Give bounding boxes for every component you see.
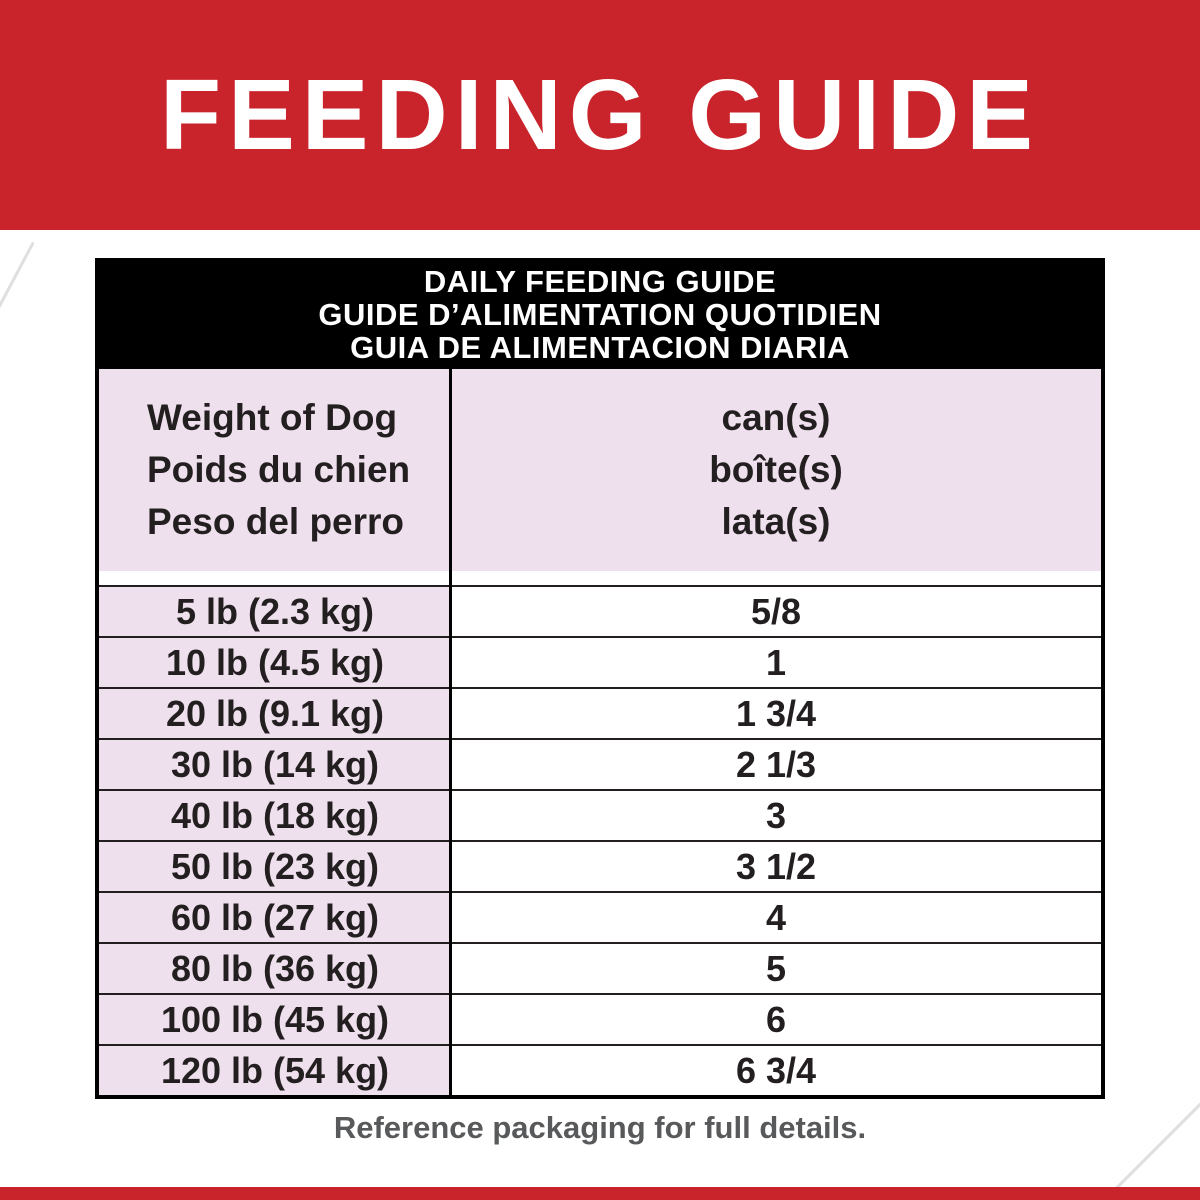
daily-feeding-table: DAILY FEEDING GUIDE GUIDE D’ALIMENTATION… xyxy=(95,258,1105,1099)
header-body-gap xyxy=(99,571,1101,585)
table-row: 30 lb (14 kg) 2 1/3 xyxy=(99,738,1101,789)
weight-column-header: Weight of Dog Poids du chien Peso del pe… xyxy=(99,369,451,571)
cans-cell: 2 1/3 xyxy=(451,740,1101,789)
cans-cell: 1 xyxy=(451,638,1101,687)
table-row: 100 lb (45 kg) 6 xyxy=(99,993,1101,1044)
cans-cell: 1 3/4 xyxy=(451,689,1101,738)
weight-header-en: Weight of Dog xyxy=(147,397,398,438)
table-rows: 5 lb (2.3 kg) 5/8 10 lb (4.5 kg) 1 20 lb (9.… xyxy=(99,585,1101,1095)
cans-cell: 3 xyxy=(451,791,1101,840)
table-row: 20 lb (9.1 kg) 1 3/4 xyxy=(99,687,1101,738)
cans-cell: 6 3/4 xyxy=(451,1046,1101,1095)
cans-column-header: can(s) boîte(s) lata(s) xyxy=(451,369,1101,571)
weight-cell: 30 lb (14 kg) xyxy=(99,740,451,789)
cans-cell: 3 1/2 xyxy=(451,842,1101,891)
table-title-line-en: DAILY FEEDING GUIDE xyxy=(423,264,777,299)
cans-cell: 6 xyxy=(451,995,1101,1044)
cans-cell: 4 xyxy=(451,893,1101,942)
weight-cell: 20 lb (9.1 kg) xyxy=(99,689,451,738)
cans-header-en: can(s) xyxy=(721,397,831,438)
weight-header-es: Peso del perro xyxy=(147,501,405,542)
cans-header-es: lata(s) xyxy=(721,501,831,542)
weight-cell: 50 lb (23 kg) xyxy=(99,842,451,891)
weight-cell: 80 lb (36 kg) xyxy=(99,944,451,993)
weight-cell: 100 lb (45 kg) xyxy=(99,995,451,1044)
weight-cell: 10 lb (4.5 kg) xyxy=(99,638,451,687)
table-row: 80 lb (36 kg) 5 xyxy=(99,942,1101,993)
table-body: Weight of Dog Poids du chien Peso del pe… xyxy=(99,369,1101,1095)
footnote: Reference packaging for full details. xyxy=(333,1110,867,1145)
cans-header-fr: boîte(s) xyxy=(709,449,843,490)
table-title-line-es: GUIA DE ALIMENTACION DIARIA xyxy=(350,330,850,365)
table-row: 5 lb (2.3 kg) 5/8 xyxy=(99,585,1101,636)
table-row: 60 lb (27 kg) 4 xyxy=(99,891,1101,942)
weight-cell: 120 lb (54 kg) xyxy=(99,1046,451,1095)
column-divider xyxy=(449,369,452,1095)
weight-cell: 5 lb (2.3 kg) xyxy=(99,587,451,636)
table-title: DAILY FEEDING GUIDE GUIDE D’ALIMENTATION… xyxy=(99,262,1101,369)
cans-cell: 5 xyxy=(451,944,1101,993)
decorative-diagonal-top-left xyxy=(0,241,35,341)
page-title: FEEDING GUIDE xyxy=(160,58,1040,171)
feeding-guide-banner: FEEDING GUIDE xyxy=(0,0,1200,230)
table-title-line-fr: GUIDE D’ALIMENTATION QUOTIDIEN xyxy=(318,297,882,332)
table-row: 120 lb (54 kg) 6 3/4 xyxy=(99,1044,1101,1095)
table-header-row: Weight of Dog Poids du chien Peso del pe… xyxy=(99,369,1101,571)
cans-cell: 5/8 xyxy=(451,587,1101,636)
table-row: 10 lb (4.5 kg) 1 xyxy=(99,636,1101,687)
weight-header-fr: Poids du chien xyxy=(147,449,411,490)
weight-cell: 40 lb (18 kg) xyxy=(99,791,451,840)
table-row: 40 lb (18 kg) 3 xyxy=(99,789,1101,840)
table-row: 50 lb (23 kg) 3 1/2 xyxy=(99,840,1101,891)
bottom-red-strip xyxy=(0,1187,1200,1200)
weight-cell: 60 lb (27 kg) xyxy=(99,893,451,942)
